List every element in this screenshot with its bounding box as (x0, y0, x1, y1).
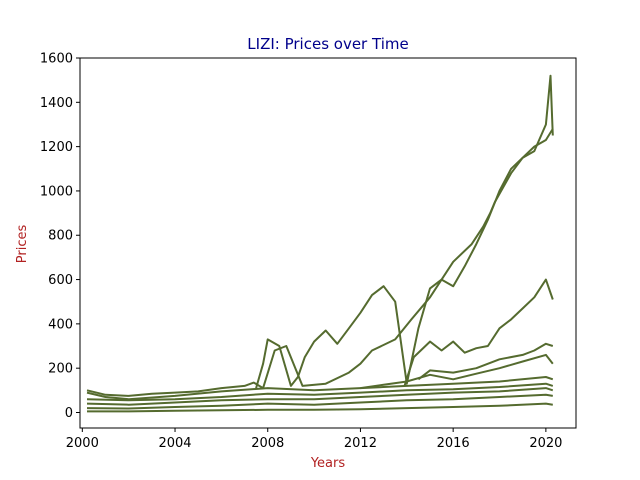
y-tick-label: 800 (48, 229, 73, 244)
x-axis-ticks: 2000 2004 2008 2012 2016 2020 (66, 428, 562, 451)
y-tick-label: 1200 (40, 140, 73, 155)
x-tick-label: 2008 (251, 436, 284, 451)
x-tick-label: 2012 (344, 436, 377, 451)
series-line-6 (86, 376, 554, 401)
series-line-10 (87, 402, 553, 413)
chart-title: LIZI: Prices over Time (247, 35, 408, 53)
series-line-4 (417, 342, 554, 381)
y-tick-label: 1000 (40, 184, 73, 199)
series-line-8 (86, 387, 554, 406)
x-tick-label: 2016 (437, 436, 470, 451)
y-tick-label: 1600 (40, 52, 73, 67)
y-tick-label: 1400 (40, 96, 73, 111)
y-tick-label: 400 (48, 317, 73, 332)
series-line-3 (403, 278, 554, 387)
series-line-7 (86, 382, 554, 402)
x-tick-label: 2004 (158, 436, 191, 451)
series-group (86, 74, 554, 413)
y-axis-ticks: 0 200 400 600 800 1000 1200 1400 1600 (40, 52, 80, 421)
y-tick-label: 600 (48, 273, 73, 288)
y-axis-label: Prices (15, 225, 30, 264)
series-line-1 (86, 74, 554, 397)
series-line-2 (255, 128, 554, 389)
y-tick-label: 200 (48, 362, 73, 377)
series-line-5 (360, 353, 554, 390)
x-axis-label: Years (310, 456, 346, 471)
y-tick-label: 0 (65, 406, 73, 421)
plot-area-frame (79, 57, 577, 429)
series-line-9 (86, 393, 553, 410)
x-tick-label: 2000 (66, 436, 99, 451)
x-tick-label: 2020 (529, 436, 562, 451)
